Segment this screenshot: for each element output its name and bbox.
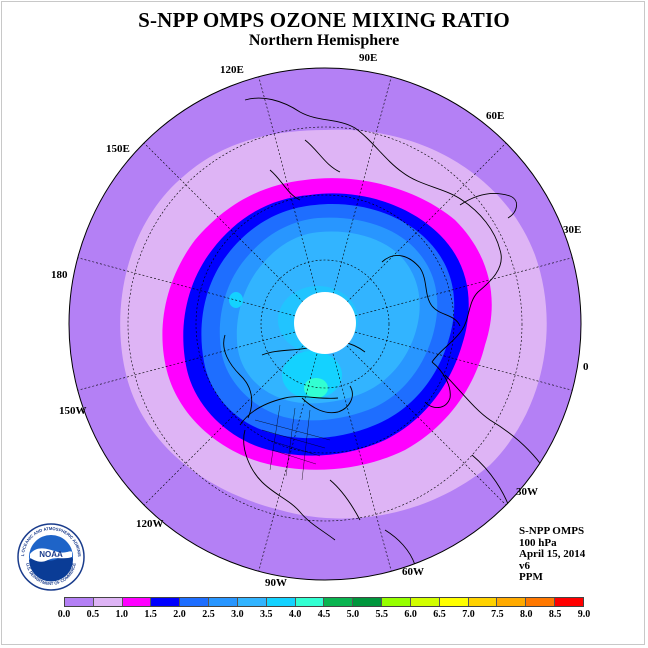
lon-label-120e: 120E <box>220 64 244 76</box>
colorbar-tick-label: 4.5 <box>317 609 331 620</box>
colorbar-tick-label: 8.5 <box>548 609 562 620</box>
lon-label-60e: 60E <box>486 110 505 122</box>
colorbar-cell <box>410 598 440 606</box>
colorbar-cell <box>497 598 527 606</box>
colorbar-cell <box>65 598 94 606</box>
us-state-borders <box>254 404 331 481</box>
colorbar-cell <box>324 598 354 606</box>
colorbar-cell <box>209 598 238 606</box>
colorbar-tick-label: 4.0 <box>288 609 302 620</box>
colorbar-cell <box>295 598 325 606</box>
lon-label-30e: 30E <box>563 224 582 236</box>
colorbar-tick-label: 1.5 <box>144 609 157 620</box>
meridian-line <box>354 331 573 391</box>
lon-label-0: 0 <box>583 361 589 373</box>
colorbar-cell <box>353 598 383 606</box>
map-subtitle: Northern Hemisphere <box>248 32 400 49</box>
meridian-line <box>143 142 304 303</box>
lon-label-150e: 150E <box>106 143 130 155</box>
colorbar-cell <box>266 598 296 606</box>
colorbar-tick-label: 2.5 <box>202 609 215 620</box>
logo-name: NOAA <box>39 550 63 559</box>
colorbar-tick-label: 3.0 <box>231 609 244 620</box>
meridian-line <box>354 257 573 317</box>
meridian-line <box>258 76 318 295</box>
meridian-line <box>332 353 392 572</box>
colorbar-tick-label: 6.5 <box>433 609 446 620</box>
colorbar-tick-label: 7.0 <box>462 609 475 620</box>
meridian-line <box>77 257 296 317</box>
map-boundary <box>68 67 582 581</box>
info-version: v6 <box>519 559 530 572</box>
info-date: April 15, 2014 <box>519 548 586 561</box>
polar-no-data <box>294 292 356 354</box>
colorbar-cell <box>439 598 469 606</box>
lon-label-60w: 60W <box>402 566 424 578</box>
noaa-logo: NATIONAL OCEANIC AND ATMOSPHERIC ADMINIS… <box>16 522 85 591</box>
colorbar-tick-label: 3.5 <box>259 609 273 620</box>
lon-label-90e: 90E <box>359 52 378 64</box>
colorbar-tick-label: 5.0 <box>346 609 360 620</box>
product-info: S-NPP OMPS 100 hPa April 15, 2014 v6 PPM <box>519 525 586 584</box>
lon-label-150w: 150W <box>59 405 87 417</box>
colorbar-tick-label: 5.5 <box>375 609 389 620</box>
contour-4.0-4.5 <box>304 378 328 398</box>
colorbar-cell <box>180 598 210 606</box>
colorbar-cell <box>382 598 411 606</box>
graticule <box>127 126 523 522</box>
colorbar-cell <box>122 598 152 606</box>
colorbar-cell <box>93 598 123 606</box>
colorbar-cell <box>468 598 498 606</box>
meridian-line <box>77 331 296 391</box>
lon-label-180: 180 <box>51 269 68 281</box>
colorbar-tick-label: 2.0 <box>173 609 186 620</box>
map-title: S-NPP OMPS OZONE MIXING RATIO <box>138 8 510 32</box>
info-units: PPM <box>519 571 543 584</box>
colorbar-ticks: 0.0 0.5 1.0 1.5 2.0 2.5 3.0 3.5 4.0 4.5 5.0 5.5 6.0 6… <box>0 609 648 623</box>
lon-label-30w: 30W <box>516 486 538 498</box>
colorbar-cell <box>151 598 181 606</box>
colorbar-tick-label: 0.0 <box>57 609 71 620</box>
lon-label-120w: 120W <box>136 518 164 530</box>
meridian-line <box>346 142 507 303</box>
colorbar-tick-label: 0.5 <box>86 609 100 620</box>
meridian-line <box>346 345 507 506</box>
colorbar-tick-label: 1.0 <box>115 609 129 620</box>
ozone-field <box>69 68 581 580</box>
colorbar-cell <box>555 598 583 606</box>
info-level: 100 hPa <box>519 536 557 549</box>
colorbar-tick-label: 9.0 <box>577 609 591 620</box>
colorbar-tick-label: 7.5 <box>491 609 504 620</box>
colorbar-cell <box>237 598 267 606</box>
lon-label-90w: 90W <box>265 577 287 589</box>
colorbar <box>64 597 584 607</box>
meridian-line <box>332 76 392 295</box>
colorbar-tick-label: 6.0 <box>404 609 417 620</box>
colorbar-cell <box>526 598 556 606</box>
colorbar-tick-label: 8.0 <box>519 609 533 620</box>
meridian-line <box>143 345 304 506</box>
info-instrument: S-NPP OMPS <box>519 525 585 537</box>
